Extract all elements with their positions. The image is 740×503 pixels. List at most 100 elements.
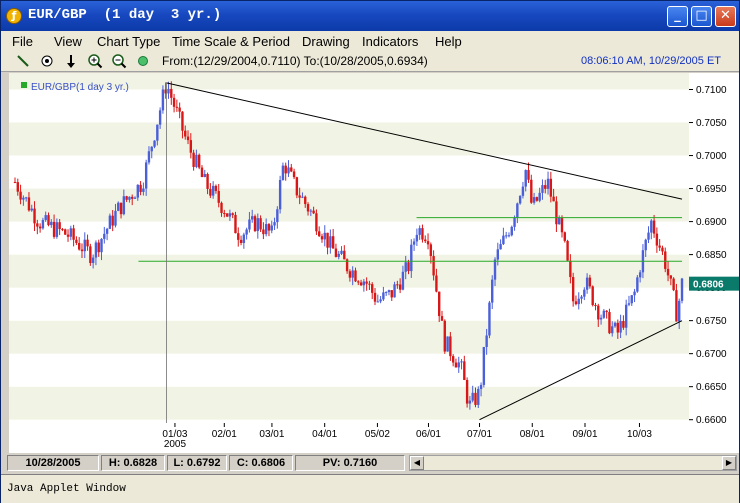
candle-body <box>16 182 19 192</box>
minimize-button[interactable]: _ <box>667 6 688 27</box>
candle-body <box>510 226 513 236</box>
candle-body <box>518 195 522 204</box>
candle-body <box>415 234 419 242</box>
menu-file[interactable]: File <box>12 34 33 49</box>
candle-body <box>577 298 580 305</box>
close-button[interactable]: ✕ <box>715 6 736 27</box>
candle-body <box>320 236 324 240</box>
chart-canvas[interactable]: EUR/GBP(1 day 3 yr.) <box>9 73 689 423</box>
candle-body <box>652 220 656 234</box>
candle-body <box>591 286 594 306</box>
candle-body <box>142 188 145 192</box>
candle-body <box>58 222 61 230</box>
timestamp: 08:06:10 AM, 10/29/2005 ET <box>580 55 721 67</box>
zoom-in-icon[interactable] <box>87 53 103 69</box>
candle-body <box>530 179 533 203</box>
menu-time-scale[interactable]: Time Scale & Period <box>172 34 291 49</box>
menu-indicators[interactable]: Indicators <box>362 34 419 49</box>
candle-body <box>161 89 165 111</box>
candle-body <box>680 278 684 301</box>
price-series <box>13 81 684 410</box>
menu-chart-type[interactable]: Chart Type <box>97 34 161 49</box>
candle-body <box>83 239 86 252</box>
candle-body <box>128 196 131 200</box>
candle-body <box>348 271 352 278</box>
candle-body <box>38 226 42 229</box>
candle-body <box>304 196 307 205</box>
candle-body <box>619 321 622 333</box>
candle-body <box>105 228 109 234</box>
candle-body <box>669 275 673 279</box>
candle-body <box>55 222 59 237</box>
candle-body <box>262 229 265 235</box>
candle-body <box>217 191 220 203</box>
range-text: From:(12/29/2004,0.7110) To:(10/28/2005,… <box>162 54 428 68</box>
y-tick-label: 0.6750 <box>696 316 727 327</box>
arrow-down-icon[interactable] <box>63 53 79 69</box>
candle-body <box>94 242 98 258</box>
candle-body <box>429 244 433 257</box>
candle-body <box>114 210 117 226</box>
candle-body <box>287 167 290 174</box>
candle-body <box>276 209 279 223</box>
candle-body <box>41 220 45 229</box>
band <box>9 188 689 222</box>
candle-body <box>387 290 391 293</box>
candle-body <box>410 244 413 272</box>
scroll-right-icon[interactable]: ▶ <box>722 456 736 470</box>
candle-body <box>432 256 435 276</box>
zoom-out-icon[interactable] <box>111 53 127 69</box>
menu-view[interactable]: View <box>54 34 82 49</box>
horizontal-scrollbar[interactable]: ◀ ▶ <box>409 455 737 471</box>
candle-body <box>30 208 33 211</box>
menu-drawing[interactable]: Drawing <box>302 34 350 49</box>
candle-body <box>371 284 374 293</box>
candle-body <box>147 151 151 163</box>
support-trendline <box>479 320 683 421</box>
x-tick-year: 2005 <box>164 439 187 450</box>
candle-body <box>77 242 81 250</box>
candle-body <box>496 249 500 260</box>
candle-body <box>443 320 446 352</box>
y-tick-label: 0.7000 <box>696 151 727 162</box>
candle-body <box>516 203 519 218</box>
band <box>9 221 689 255</box>
candle-body <box>611 326 614 334</box>
x-tick-label: 04/01 <box>312 429 337 440</box>
candle-body <box>329 236 332 248</box>
candle-body <box>633 291 636 296</box>
candle-body <box>449 336 452 357</box>
candle-body <box>488 302 491 336</box>
candle-body <box>267 224 271 231</box>
candle-body <box>351 270 354 278</box>
candle-body <box>440 316 444 321</box>
trendline-overlays <box>138 82 683 423</box>
candle-body <box>242 234 246 243</box>
maximize-button[interactable]: □ <box>691 6 712 27</box>
candle-body <box>552 196 555 202</box>
candle-body <box>24 197 28 199</box>
candle-body <box>334 248 338 257</box>
x-tick-label: 01/03 <box>162 429 187 440</box>
candle-body <box>323 232 326 240</box>
x-tick-label: 10/03 <box>627 429 652 440</box>
last-value-badge <box>689 276 739 291</box>
band <box>9 353 689 387</box>
band <box>9 254 689 288</box>
candle-body <box>658 245 661 248</box>
candle-body <box>270 225 273 231</box>
price-chart[interactable]: EUR/GBP(1 day 3 yr.) <box>9 73 689 423</box>
candle-body <box>504 235 508 237</box>
crosshair-icon[interactable] <box>39 53 55 69</box>
title-bar[interactable]: ƒ EUR/GBP (1 day 3 yr.) _ □ ✕ <box>1 1 739 31</box>
y-tick-label: 0.6650 <box>696 382 727 393</box>
candle-body <box>404 262 407 272</box>
menu-help[interactable]: Help <box>435 34 462 49</box>
refresh-icon[interactable] <box>135 53 151 69</box>
candle-body <box>471 392 474 401</box>
draw-line-icon[interactable] <box>15 53 31 69</box>
candle-body <box>485 335 488 347</box>
candle-body <box>491 279 494 303</box>
scroll-left-icon[interactable]: ◀ <box>410 456 424 470</box>
candle-body <box>119 202 123 215</box>
